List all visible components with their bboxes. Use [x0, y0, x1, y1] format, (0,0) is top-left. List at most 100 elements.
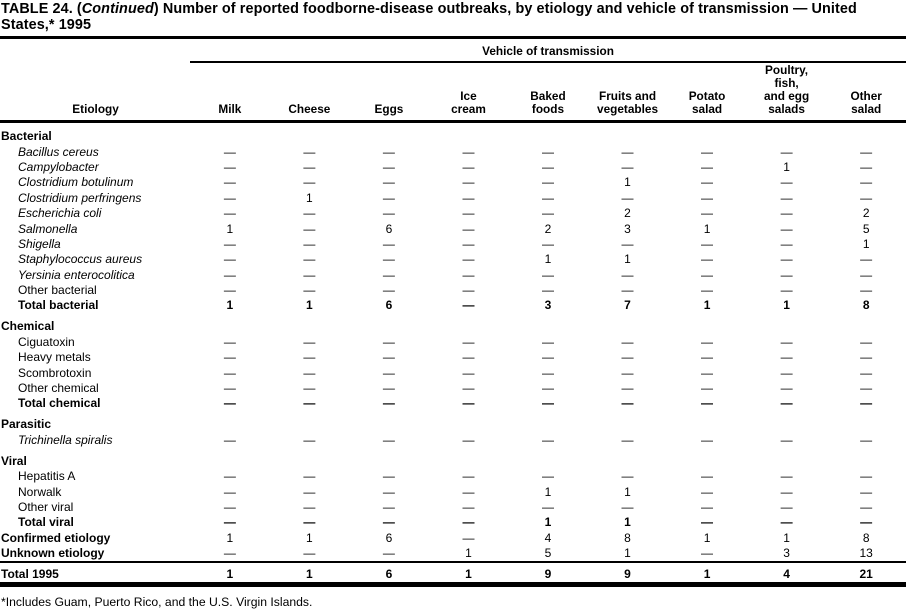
cell-value: —: [303, 267, 316, 282]
cell-value: —: [462, 159, 475, 174]
cell-value: —: [223, 267, 236, 282]
table-row-clostridium-perfringens: Clostridium perfringens — 1 — — — — — — —: [0, 190, 906, 205]
row-label: Bacillus cereus: [18, 144, 99, 159]
cell-value: —: [382, 469, 395, 484]
cell-value: 1: [703, 530, 711, 545]
cell-value: 3: [624, 221, 631, 236]
cell-value: 1: [783, 530, 790, 545]
cell-value: —: [303, 545, 316, 560]
table-row-unknown-etiology: Unknown etiology — — — 1 5 1 — 3 13: [0, 546, 906, 562]
row-label: Escherichia coli: [18, 206, 102, 221]
footnote: *Includes Guam, Puerto Rico, and the U.S…: [1, 595, 313, 610]
cell-value: —: [701, 175, 714, 190]
cell-value: 1: [269, 560, 350, 588]
cell-value: 1: [226, 298, 234, 313]
cell-value: —: [223, 175, 236, 190]
cell-value: 1: [862, 236, 870, 251]
cell-value: —: [223, 334, 236, 349]
cell-value: 4: [544, 530, 552, 545]
cell-value: 1: [703, 221, 711, 236]
cell-value: —: [621, 334, 634, 349]
row-label: Staphylococcus aureus: [18, 252, 143, 267]
table-row-chemical: Chemical: [0, 313, 906, 334]
cell-value: —: [860, 396, 873, 411]
cell-value: —: [701, 381, 714, 396]
cell-value: —: [780, 381, 793, 396]
cell-value: —: [223, 432, 236, 447]
cell-value: —: [621, 283, 634, 298]
row-label: Clostridium botulinum: [18, 175, 134, 190]
cell-value: —: [303, 432, 316, 447]
cell-value: —: [382, 267, 395, 282]
cell-value: —: [303, 469, 316, 484]
cell-value: 6: [349, 560, 429, 588]
cell-value: —: [541, 432, 554, 447]
vehicle-header-row: Vehicle of transmission: [0, 37, 906, 63]
column-header-poultry-fish-and-egg-salads: Poultry, fish, and egg salads: [746, 61, 827, 124]
cell-value: —: [462, 298, 475, 313]
cell-value: —: [621, 159, 634, 174]
table-row-scombrotoxin: Scombrotoxin — — — — — — — — —: [0, 365, 906, 380]
cell-value: —: [541, 190, 554, 205]
cell-value: 1: [306, 530, 313, 545]
cell-value: —: [303, 515, 316, 530]
row-label: Confirmed etiology: [1, 530, 111, 545]
cell-value: —: [860, 334, 873, 349]
cell-value: 8: [862, 298, 870, 313]
cell-value: —: [303, 252, 316, 267]
table-title: TABLE 24. (Continued) Number of reported…: [0, 1, 906, 34]
column-header-eggs: Eggs: [349, 61, 429, 124]
cell-value: —: [780, 350, 793, 365]
cell-value: —: [303, 221, 316, 236]
cell-value: —: [701, 334, 714, 349]
cell-value: —: [701, 515, 714, 530]
cell-value: 6: [385, 221, 393, 236]
cell-value: —: [382, 159, 395, 174]
cell-value: —: [860, 350, 873, 365]
cell-value: —: [303, 144, 316, 159]
cell-value: 9: [508, 560, 588, 588]
row-label: Unknown etiology: [1, 545, 105, 560]
cell-value: —: [462, 252, 475, 267]
cell-value: —: [382, 365, 395, 380]
cell-value: —: [621, 236, 634, 251]
cell-value: —: [223, 190, 236, 205]
cell-value: 6: [385, 298, 393, 313]
row-label: Shigella: [18, 236, 61, 251]
row-label: Viral: [1, 453, 27, 468]
cell-value: —: [860, 144, 873, 159]
cell-value: —: [541, 283, 554, 298]
cell-value: —: [223, 206, 236, 221]
table-row-total-bacterial: Total bacterial 1 1 6—3 7 1 1 8: [0, 298, 906, 313]
table-row-total-1995: Total 1995 1 1 6 1 9 9 1 4 21: [0, 560, 906, 588]
cell-value: —: [462, 432, 475, 447]
table-row-clostridium-botulinum: Clostridium botulinum — — — — — 1 — — —: [0, 175, 906, 190]
table-row-parasitic: Parasitic: [0, 411, 906, 432]
cell-value: —: [462, 530, 475, 545]
cell-value: 5: [862, 221, 870, 236]
cell-value: —: [860, 432, 873, 447]
cell-value: —: [701, 144, 714, 159]
cell-value: —: [701, 432, 714, 447]
cell-value: 7: [624, 298, 631, 313]
cell-value: —: [303, 206, 316, 221]
cell-value: 1: [703, 298, 711, 313]
cell-value: —: [223, 144, 236, 159]
cell-value: 1: [306, 298, 313, 313]
cell-value: —: [541, 350, 554, 365]
cell-value: 1: [624, 484, 631, 499]
cell-value: —: [382, 350, 395, 365]
table-row-confirmed-etiology: Confirmed etiology 1 1 6 — 4 8 1 1 8: [0, 530, 906, 545]
cell-value: —: [382, 144, 395, 159]
row-label: Bacterial: [1, 129, 52, 144]
etiology-column-header: Etiology: [0, 61, 191, 124]
row-label: Other bacterial: [18, 283, 97, 298]
table-row-total-viral: Total viral — — — — 1 1 — — —: [0, 515, 906, 530]
cell-value: 2: [624, 206, 631, 221]
cell-value: —: [223, 396, 236, 411]
cell-value: —: [462, 144, 475, 159]
table-row-viral: Viral: [0, 448, 906, 469]
cell-value: —: [701, 159, 714, 174]
cell-value: —: [382, 175, 395, 190]
cell-value: —: [303, 236, 316, 251]
